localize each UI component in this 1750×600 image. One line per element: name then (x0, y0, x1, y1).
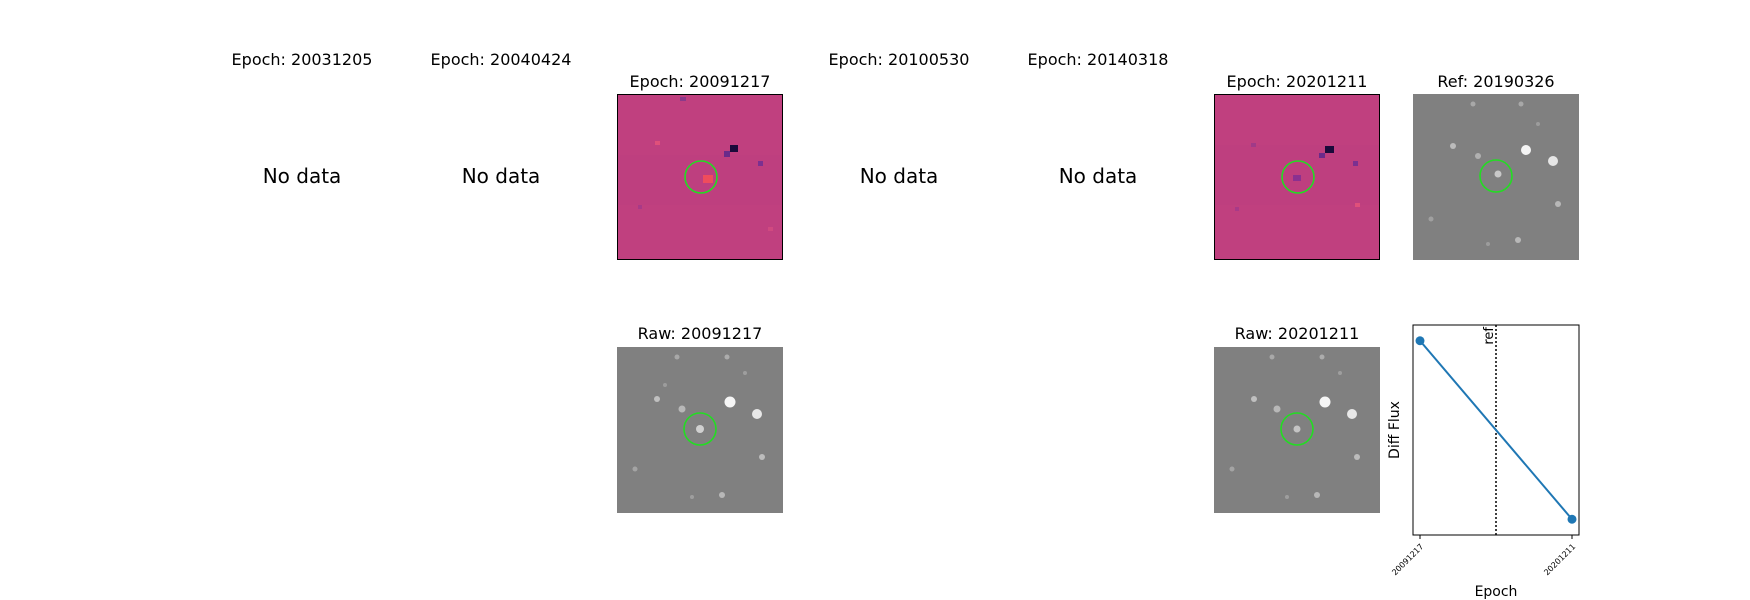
diff-image-20201211 (1214, 94, 1380, 260)
diff-image-20091217 (617, 94, 783, 260)
x-axis-label: Epoch (1475, 584, 1518, 600)
ref-line-label: ref (1482, 327, 1497, 345)
epoch-title-2: Epoch: 20040424 (430, 50, 572, 69)
epoch-title-3: Epoch: 20091217 (629, 72, 771, 91)
epoch-title-6: Epoch: 20201211 (1226, 72, 1368, 91)
epoch-title-5: Epoch: 20140318 (1027, 50, 1169, 69)
epoch-title-1: Epoch: 20031205 (231, 50, 373, 69)
target-circle (1281, 160, 1315, 194)
no-data-label: No data (859, 164, 939, 188)
raw-title-1: Raw: 20091217 (637, 324, 763, 343)
ref-title: Ref: 20190326 (1437, 72, 1555, 91)
no-data-label: No data (1058, 164, 1138, 188)
raw-image-20201211 (1214, 347, 1380, 513)
data-point (1415, 336, 1425, 346)
epoch-title-4: Epoch: 20100530 (828, 50, 970, 69)
target-circle (1479, 159, 1513, 193)
target-circle (683, 412, 717, 446)
raw-image-20091217 (617, 347, 783, 513)
target-circle (684, 160, 718, 194)
ref-image (1413, 94, 1579, 260)
no-data-label: No data (262, 164, 342, 188)
series-line (1419, 340, 1573, 520)
raw-title-2: Raw: 20201211 (1234, 324, 1360, 343)
y-axis-label: Diff Flux (1387, 401, 1403, 459)
no-data-label: No data (461, 164, 541, 188)
target-circle (1280, 412, 1314, 446)
x-tick-label: 20091217 (1390, 542, 1425, 577)
data-point (1567, 514, 1577, 524)
x-tick-label: 20201211 (1542, 542, 1577, 577)
